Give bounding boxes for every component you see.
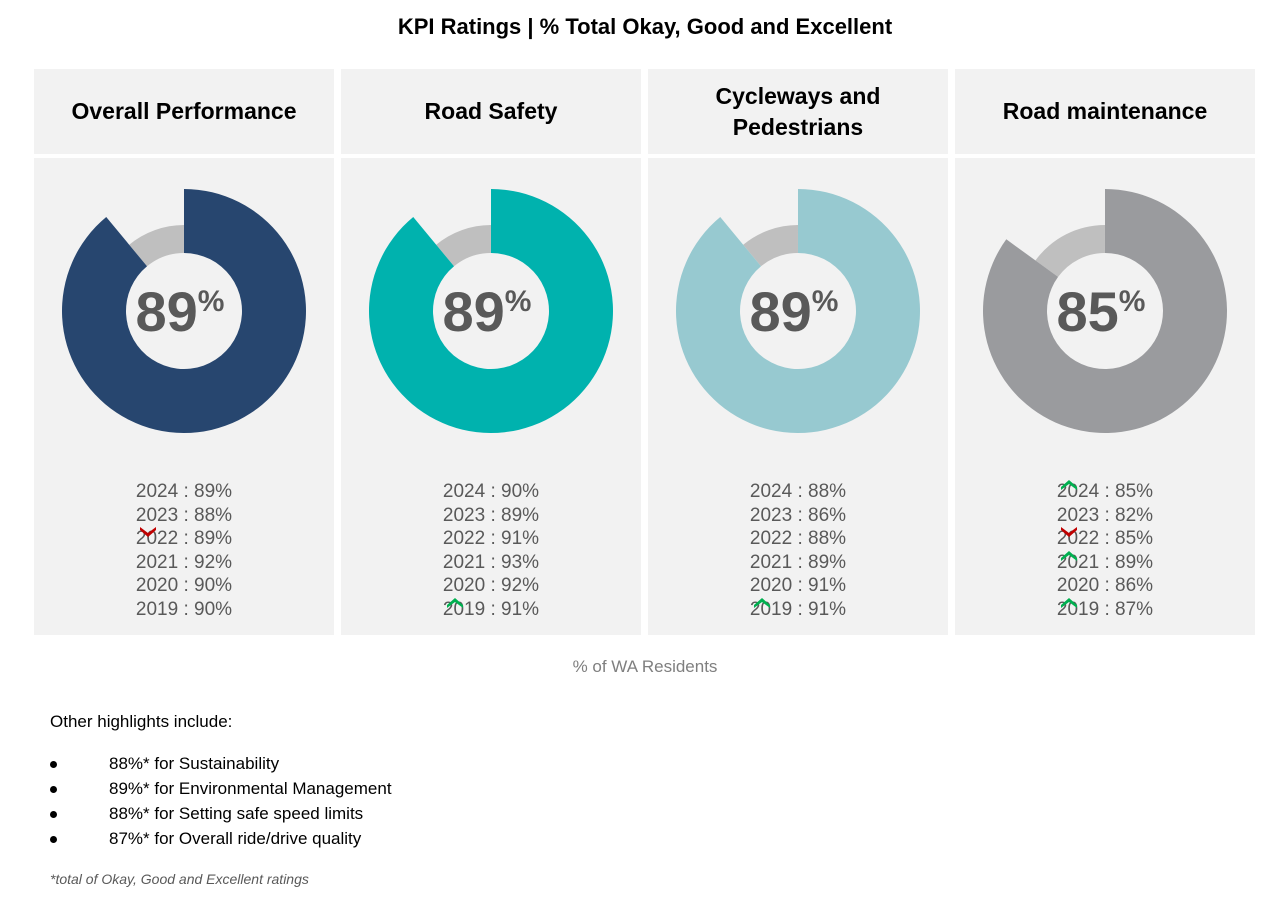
history-item: 2020 : 91%	[749, 575, 847, 597]
donut-center-label: 89%	[750, 280, 839, 343]
history-item: 2019 : 91%	[442, 597, 540, 620]
donut-chart: 89%	[676, 189, 920, 434]
history-item: 2023 : 89%	[442, 504, 540, 526]
history-item: 2022 : 91%	[442, 528, 540, 550]
kpi-body: 89% 2024 : 90% 2023 : 89% 2022 : 91% 2021 : …	[341, 158, 641, 635]
trend-down-icon	[139, 527, 156, 538]
history-list: 2024 : 90% 2023 : 89% 2022 : 91% 2021 : 93%…	[341, 480, 641, 622]
donut-remainder	[1035, 225, 1105, 277]
chart-subtitle: % of WA Residents	[572, 657, 718, 676]
history-item: 2022 : 89%	[135, 527, 233, 550]
bullet-icon	[50, 761, 57, 768]
donut-value-arc	[983, 189, 1227, 433]
history-item: 2024 : 90%	[442, 481, 540, 502]
kpi-panel: Overall Performance 89% 2024 : 89% 2023 : 8…	[34, 69, 334, 635]
history-item: 2023 : 86%	[749, 504, 847, 526]
history-item: 2021 : 93%	[442, 551, 540, 573]
kpi-body: 89% 2024 : 88% 2023 : 86% 2022 : 88% 2021 : …	[648, 158, 948, 635]
kpi-body: 85% 2024 : 85% 2023 : 82% 2022 : 85% 2021 : …	[955, 158, 1255, 635]
donut-value-arc	[368, 189, 613, 434]
kpi-title: Road Safety	[341, 69, 641, 154]
trend-up-icon	[1060, 597, 1077, 608]
history-item: 2023 : 82%	[1056, 504, 1154, 526]
kpi-body: 89% 2024 : 89% 2023 : 88% 2022 : 89% 2021 : …	[34, 158, 334, 635]
donut-center-label: 89%	[443, 280, 532, 343]
trend-up-icon	[1060, 550, 1077, 561]
donut-remainder	[129, 225, 184, 267]
kpi-panel: Cycleways and Pedestrians 89% 2024 : 88% 20…	[648, 69, 948, 635]
history-item: 2021 : 92%	[135, 551, 233, 573]
bullet-icon	[50, 836, 57, 843]
history-list: 2024 : 85% 2023 : 82% 2022 : 85% 2021 : 89%…	[955, 480, 1255, 622]
history-item: 2021 : 89%	[749, 551, 847, 573]
history-item: 2020 : 92%	[442, 575, 540, 597]
history-item: 2019 : 91%	[749, 597, 847, 620]
history-item: 2020 : 86%	[1056, 575, 1154, 597]
kpi-title: Road maintenance	[955, 69, 1255, 154]
history-item: 2024 : 88%	[749, 481, 847, 502]
donut-value-arc	[61, 189, 306, 434]
history-item: 2024 : 85%	[1056, 480, 1154, 502]
highlight-item: 87%* for Overall ride/drive quality	[50, 829, 361, 849]
donut-chart: 89%	[368, 189, 613, 434]
bullet-icon	[50, 786, 57, 793]
history-item: 2019 : 90%	[135, 598, 233, 620]
trend-down-icon	[1060, 527, 1077, 538]
footnote: *total of Okay, Good and Excellent ratin…	[50, 871, 309, 887]
donut-chart: 89%	[61, 189, 306, 434]
kpi-panel: Road maintenance 85% 2024 : 85% 2023 : 82% 2…	[955, 69, 1255, 635]
history-item: 2019 : 87%	[1056, 597, 1154, 620]
history-item: 2021 : 89%	[1056, 550, 1154, 573]
highlight-item: 89%* for Environmental Management	[50, 779, 392, 799]
kpi-panel: Road Safety 89% 2024 : 90% 2023 : 89% 2022 :…	[341, 69, 641, 635]
history-item: 2022 : 85%	[1056, 527, 1154, 550]
history-item: 2024 : 89%	[135, 481, 233, 502]
highlights-heading: Other highlights include:	[50, 712, 233, 731]
trend-up-icon	[1060, 480, 1077, 490]
donut-remainder	[436, 225, 491, 267]
page-title: KPI Ratings | % Total Okay, Good and Exc…	[397, 14, 893, 39]
history-list: 2024 : 89% 2023 : 88% 2022 : 89% 2021 : 92%…	[34, 480, 334, 622]
highlight-item: 88%* for Setting safe speed limits	[50, 804, 363, 824]
donut-center-label: 89%	[136, 280, 225, 343]
kpi-title: Overall Performance	[34, 69, 334, 154]
trend-up-icon	[753, 597, 770, 608]
bullet-icon	[50, 811, 57, 818]
history-item: 2020 : 90%	[135, 575, 233, 597]
donut-center-label: 85%	[1057, 280, 1146, 343]
history-item: 2023 : 88%	[135, 504, 233, 526]
donut-value-arc	[676, 189, 920, 434]
highlight-item: 88%* for Sustainability	[50, 754, 279, 774]
history-item: 2022 : 88%	[749, 528, 847, 550]
history-list: 2024 : 88% 2023 : 86% 2022 : 88% 2021 : 89%…	[648, 480, 948, 622]
donut-chart: 85%	[983, 189, 1227, 433]
donut-remainder	[743, 225, 798, 267]
kpi-title: Cycleways and Pedestrians	[648, 69, 948, 154]
trend-up-icon	[446, 597, 463, 608]
